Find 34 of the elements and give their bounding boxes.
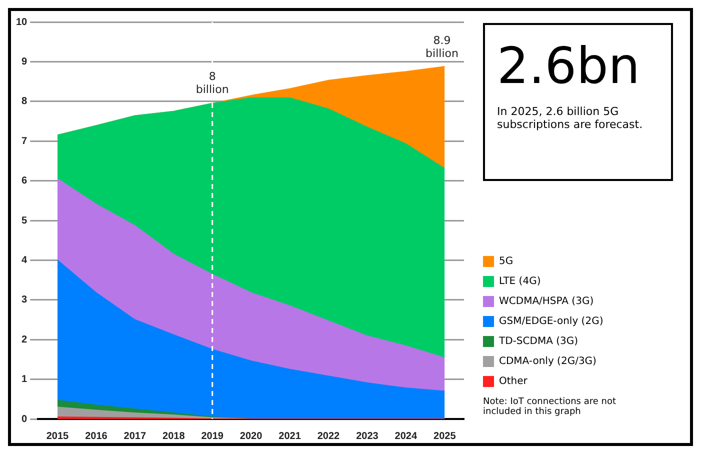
y-tick-label: 8 (22, 96, 28, 108)
annotation: 8 billion (196, 70, 229, 96)
legend-label: WCDMA/HSPA (3G) (499, 296, 594, 306)
x-tick-label: 2016 (85, 430, 108, 442)
y-tick-label: 6 (22, 176, 28, 187)
legend-label: Other (499, 376, 528, 386)
legend-label: 5G (499, 256, 514, 266)
y-tick-label: 10 (16, 16, 28, 28)
text: In 2025, 2.6 billion 5G subscriptions are forecast. (497, 105, 644, 131)
x-tick-label: 2025 (434, 430, 456, 442)
y-tick-label: 1 (22, 374, 28, 386)
x-tick-label: 2022 (317, 430, 340, 442)
y-tick-label: 3 (22, 294, 28, 306)
x-tick-label: 2019 (201, 430, 224, 442)
x-tick-label: 2017 (124, 430, 146, 442)
legend-label: CDMA-only (2G/3G) (499, 356, 596, 366)
y-tick-label: 7 (22, 136, 28, 147)
y-tick-label: 9 (22, 56, 28, 68)
x-tick-label: 2023 (356, 430, 379, 442)
annotation: 8.9 billion (426, 34, 458, 60)
y-tick-label: 2 (22, 334, 28, 346)
x-tick-label: 2015 (46, 430, 70, 442)
text: 2.6bn (497, 36, 641, 97)
x-tick-label: 2021 (278, 430, 302, 442)
legend-label: LTE (4G) (499, 276, 541, 286)
y-tick-label: 0 (22, 414, 28, 425)
text: Note: IoT connections are not included in this graph (483, 397, 618, 417)
x-tick-label: 2020 (240, 430, 263, 442)
legend-label: TD-SCDMA (3G) (499, 336, 578, 346)
y-tick-label: 5 (22, 215, 28, 226)
y-tick-label: 4 (22, 254, 28, 266)
x-tick-label: 2024 (394, 430, 418, 442)
legend-label: GSM/EDGE-only (2G) (499, 316, 604, 326)
x-tick-label: 2018 (162, 430, 186, 442)
